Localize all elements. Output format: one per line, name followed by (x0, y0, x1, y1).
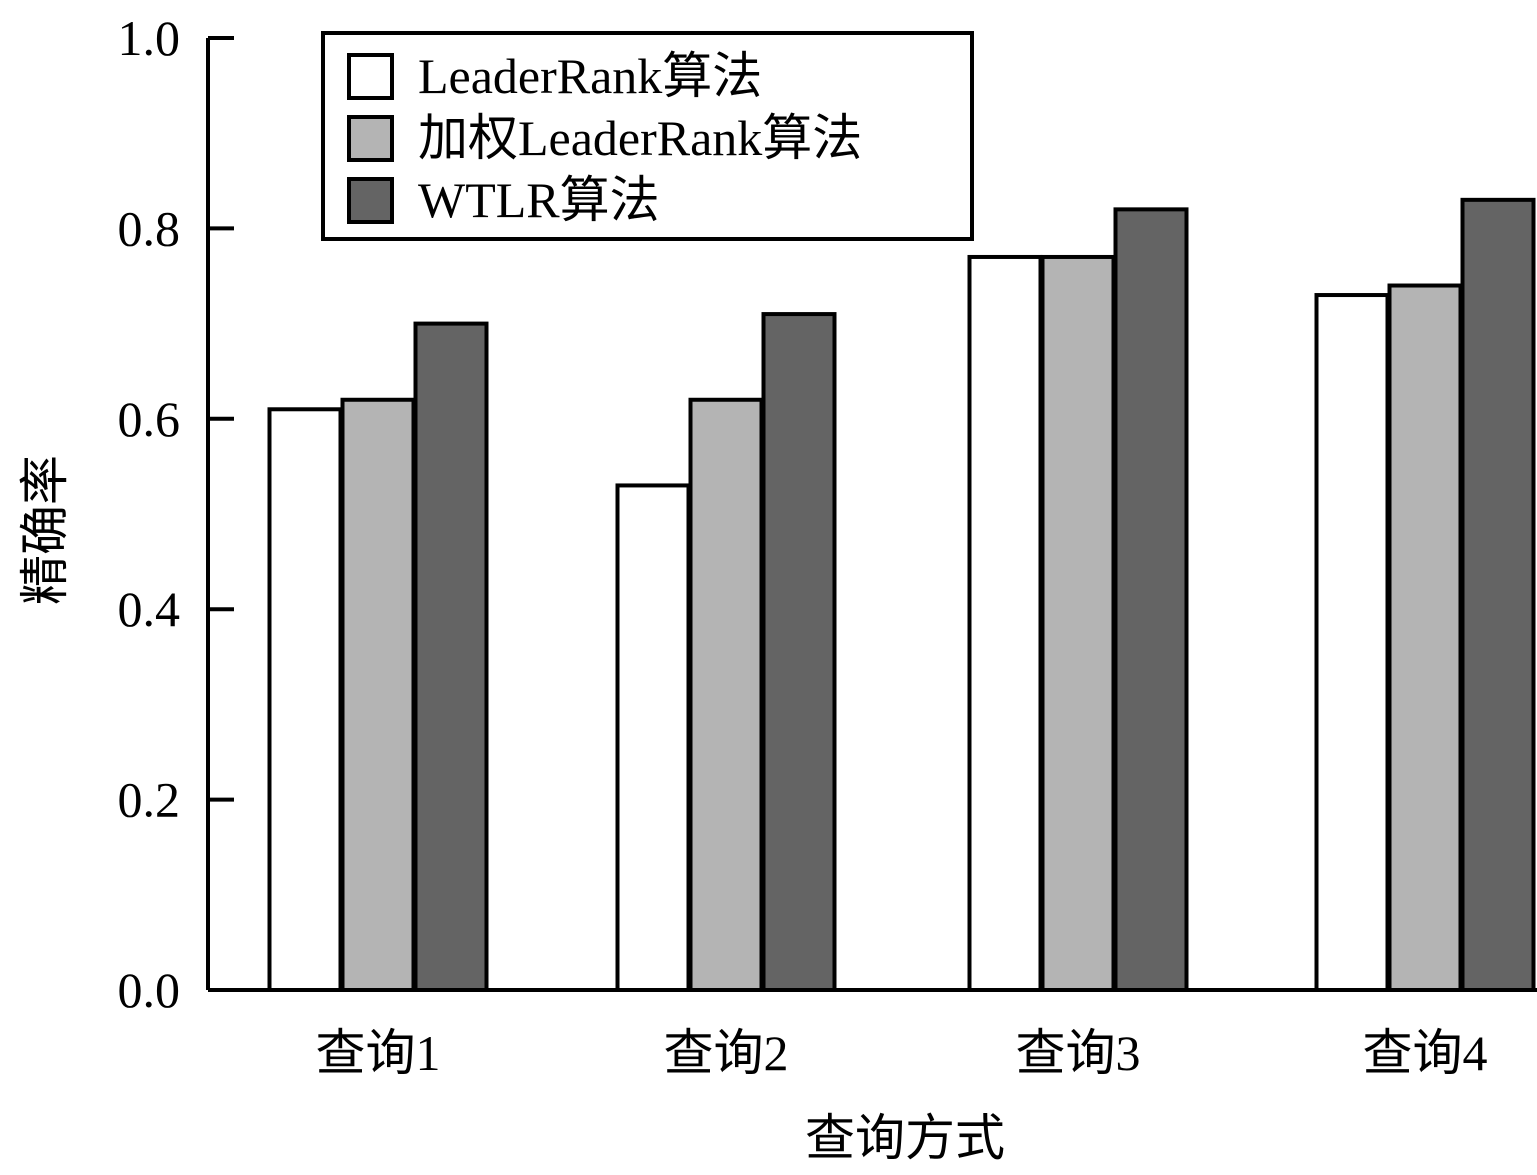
x-categories-group: 查询1 查询2 查询3 查询4 (316, 1025, 1488, 1081)
legend-label: LeaderRank算法 (418, 48, 762, 104)
x-category-label: 查询4 (1363, 1025, 1488, 1081)
bar-series2-查询2 (688, 397, 764, 992)
x-axis-title: 查询方式 (805, 1110, 1005, 1166)
x-category-label: 查询1 (316, 1025, 441, 1081)
legend-swatch (347, 115, 394, 162)
y-tick-label: 0.0 (118, 962, 181, 1018)
y-tick-label: 0.4 (118, 581, 181, 637)
bar-series3-查询1 (413, 321, 489, 993)
axes-group (206, 38, 1537, 992)
y-ticks-group: 0.0 0.2 0.4 0.6 0.8 1.0 (118, 10, 234, 1018)
bar-series1-查询1 (267, 407, 343, 992)
bar-series2-查询1 (340, 397, 416, 992)
y-tick-label: 0.6 (118, 391, 181, 447)
y-tick-label: 0.8 (118, 200, 181, 256)
bar-series1-查询4 (1314, 293, 1390, 993)
bar-series3-查询2 (761, 312, 837, 992)
x-category-label: 查询2 (664, 1025, 789, 1081)
bar-series1-查询3 (967, 254, 1043, 992)
y-tick-label: 0.2 (118, 772, 181, 828)
y-tick-label: 1.0 (118, 10, 181, 66)
legend-swatch (347, 53, 394, 100)
legend-swatch (347, 177, 394, 224)
legend-box (321, 31, 974, 241)
legend-label: WTLR算法 (418, 172, 660, 228)
y-axis-title: 精确率 (17, 455, 73, 605)
bars-group (267, 197, 1536, 993)
bar-series3-查询3 (1113, 207, 1189, 993)
bar-series3-查询4 (1460, 197, 1536, 992)
bar-series2-查询4 (1387, 283, 1463, 992)
bar-series1-查询2 (615, 483, 691, 992)
bar-series2-查询3 (1040, 254, 1116, 992)
x-category-label: 查询3 (1016, 1025, 1141, 1081)
legend-label: 加权LeaderRank算法 (418, 110, 862, 166)
